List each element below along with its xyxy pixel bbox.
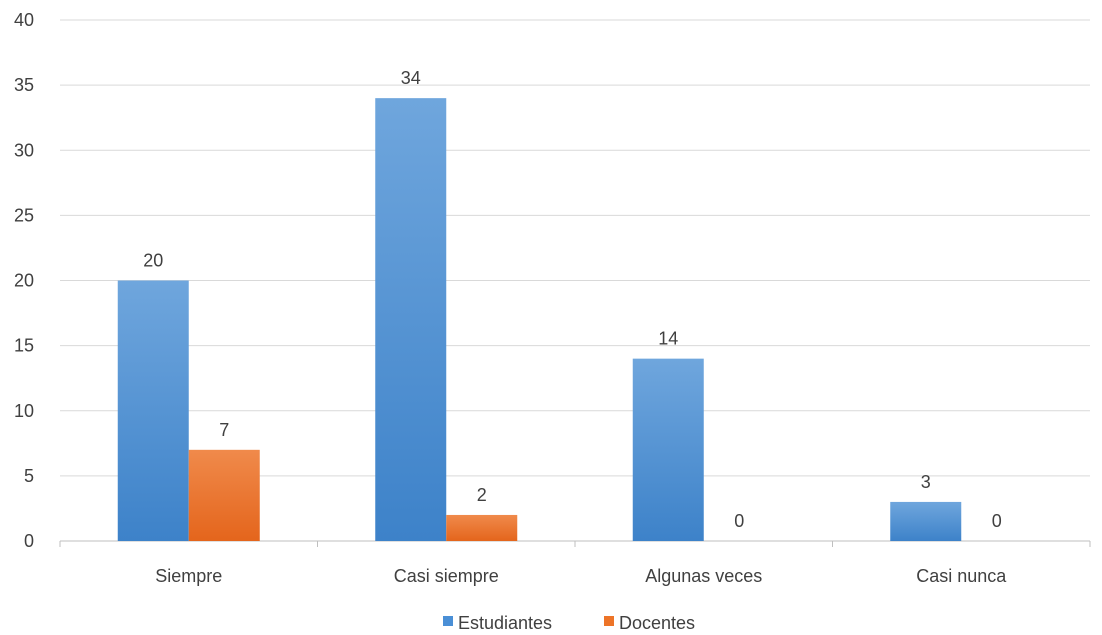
data-label: 14 <box>658 329 678 349</box>
y-tick-label: 20 <box>14 271 34 291</box>
data-label: 20 <box>143 251 163 271</box>
data-label: 3 <box>921 472 931 492</box>
bar-estudiantes-0 <box>117 280 189 541</box>
y-tick-label: 40 <box>14 10 34 30</box>
y-tick-label: 25 <box>14 205 34 225</box>
legend-label: Docentes <box>619 613 695 633</box>
data-labels: 20 7 34 2 14 0 3 0 <box>143 68 1002 531</box>
legend-swatch-docentes <box>604 616 614 626</box>
bar-docentes-0 <box>188 449 260 541</box>
bar-docentes-1 <box>446 514 518 541</box>
y-tick-label: 0 <box>24 531 34 551</box>
category-label: Siempre <box>155 566 222 586</box>
bar-estudiantes-2 <box>632 358 704 541</box>
data-label: 0 <box>992 511 1002 531</box>
y-tick-label: 5 <box>24 466 34 486</box>
bar-estudiantes-3 <box>890 501 962 541</box>
x-axis <box>59 540 1091 547</box>
x-axis-category-labels: Siempre Casi siempre Algunas veces Casi nun… <box>155 566 1007 586</box>
category-label: Algunas veces <box>645 566 762 586</box>
legend-swatch-estudiantes <box>443 616 453 626</box>
legend: Estudiantes Docentes <box>443 613 695 633</box>
category-label: Casi siempre <box>394 566 499 586</box>
data-label: 0 <box>734 511 744 531</box>
data-label: 2 <box>477 485 487 505</box>
category-label: Casi nunca <box>916 566 1007 586</box>
data-label: 7 <box>219 420 229 440</box>
y-axis-tick-labels: 0 5 10 15 20 25 30 35 40 <box>14 10 34 551</box>
y-tick-label: 30 <box>14 140 34 160</box>
y-tick-label: 10 <box>14 401 34 421</box>
legend-label: Estudiantes <box>458 613 552 633</box>
data-label: 34 <box>401 68 421 88</box>
y-tick-label: 35 <box>14 75 34 95</box>
bar-estudiantes-1 <box>375 98 447 542</box>
gridlines <box>60 19 1090 477</box>
y-tick-label: 15 <box>14 336 34 356</box>
bars <box>117 98 962 542</box>
